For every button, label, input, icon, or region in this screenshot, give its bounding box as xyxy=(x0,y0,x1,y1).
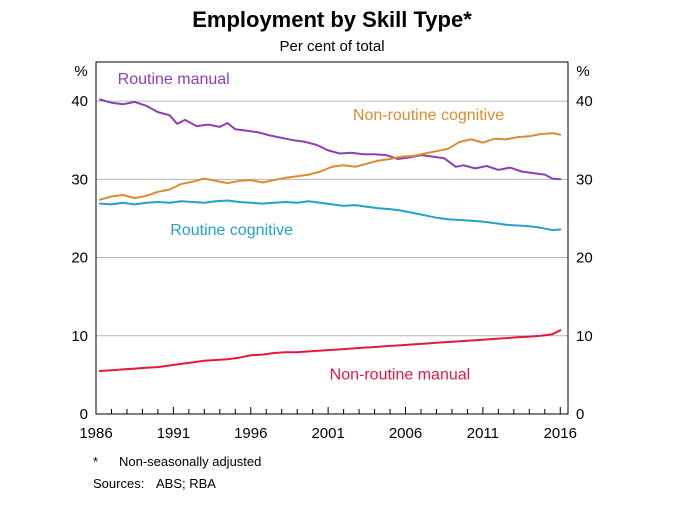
x-tick-label: 2011 xyxy=(467,425,499,442)
series-line-non-routine-cognitive xyxy=(98,132,562,201)
series-label-non-routine-cognitive: Non-routine cognitive xyxy=(353,107,504,124)
x-tick-label: 2001 xyxy=(311,425,344,442)
y-tick-label-left: 10 xyxy=(71,328,88,345)
series-label-routine-cognitive: Routine cognitive xyxy=(170,222,293,239)
x-tick-label: 2016 xyxy=(544,425,577,442)
sources-label: Sources: xyxy=(93,476,144,491)
y-tick-label-right: 30 xyxy=(576,171,593,188)
axes: 0 0 10 10 20 20 30 30 40 40 1986 1991 1996 2001 2006 20… xyxy=(71,61,593,442)
y-tick-label-right: 40 xyxy=(576,93,593,110)
series-line-routine-cognitive xyxy=(98,199,562,232)
footnote-text: Non-seasonally adjusted xyxy=(119,454,261,469)
x-tick-label: 1996 xyxy=(234,425,267,442)
x-tick-label: 2006 xyxy=(389,425,422,442)
series-line-routine-manual xyxy=(98,98,562,181)
y-unit-left: % xyxy=(74,63,87,80)
plot-frame xyxy=(95,61,569,415)
grid xyxy=(96,100,568,337)
y-unit-right: % xyxy=(576,63,589,80)
series-lines xyxy=(98,98,562,372)
series-line-non-routine-manual xyxy=(98,329,562,372)
series-label-routine-manual: Routine manual xyxy=(118,71,230,88)
y-tick-label-left: 0 xyxy=(80,406,88,423)
series-labels: Routine manual Non-routine cognitive Routi… xyxy=(118,71,505,384)
series-label-non-routine-manual: Non-routine manual xyxy=(330,367,471,384)
x-tick-label: 1991 xyxy=(157,425,190,442)
chart-subtitle: Per cent of total xyxy=(279,38,384,55)
sources-text: ABS; RBA xyxy=(156,476,216,491)
footnote-marker: * xyxy=(93,454,98,469)
chart-title: Employment by Skill Type* xyxy=(192,7,472,32)
x-tick-label: 1986 xyxy=(79,425,112,442)
y-tick-label-right: 10 xyxy=(576,328,593,345)
y-tick-label-left: 40 xyxy=(71,93,88,110)
y-tick-label-right: 0 xyxy=(576,406,584,423)
y-tick-label-left: 30 xyxy=(71,171,88,188)
y-tick-label-right: 20 xyxy=(576,250,593,267)
y-tick-label-left: 20 xyxy=(71,250,88,267)
